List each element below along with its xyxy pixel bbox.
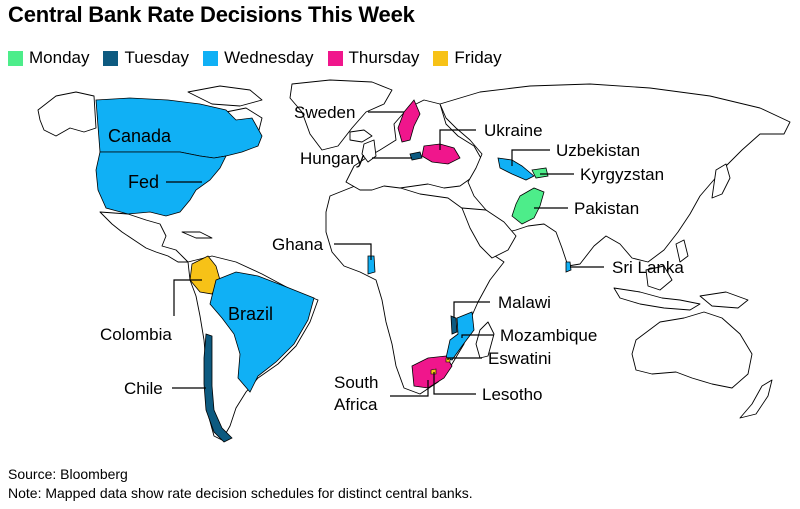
label-kyrgyzstan: Kyrgyzstan xyxy=(580,165,664,184)
philippines xyxy=(675,239,689,263)
region-ukraine xyxy=(421,143,461,165)
iceland xyxy=(349,129,373,143)
legend-item-monday: Monday xyxy=(8,48,89,68)
label-fed: Fed xyxy=(128,172,159,192)
label-colombia: Colombia xyxy=(100,325,172,344)
legend-item-thursday: Thursday xyxy=(327,48,420,68)
british-isles xyxy=(361,139,377,163)
legend-label-thursday: Thursday xyxy=(348,48,420,67)
chart-title: Central Bank Rate Decisions This Week xyxy=(8,2,415,27)
region-usa xyxy=(95,151,227,217)
region-pakistan xyxy=(511,187,545,225)
label-chile: Chile xyxy=(124,379,163,398)
label-sweden: Sweden xyxy=(294,103,355,122)
region-malawi xyxy=(450,315,458,335)
leader-lines xyxy=(166,111,604,397)
label-ukraine: Ukraine xyxy=(484,121,543,140)
legend-swatch-wednesday xyxy=(203,50,219,66)
label-south-africa-line1: South xyxy=(334,373,378,392)
madagascar xyxy=(475,321,495,359)
leader-ghana xyxy=(334,243,372,260)
new-guinea xyxy=(699,291,749,309)
legend-label-monday: Monday xyxy=(29,48,90,67)
region-uzbekistan xyxy=(497,157,535,181)
greenland xyxy=(289,79,393,151)
legend-swatch-friday xyxy=(433,50,449,66)
new-zealand xyxy=(739,379,773,419)
region-ghana xyxy=(367,255,376,275)
leader-colombia xyxy=(173,279,202,316)
label-ghana: Ghana xyxy=(272,235,324,254)
leader-ukraine xyxy=(439,129,476,150)
leader-uzbekistan xyxy=(511,149,550,166)
japan xyxy=(711,163,731,199)
region-brazil xyxy=(209,271,315,393)
label-lesotho: Lesotho xyxy=(482,385,543,404)
label-mozambique: Mozambique xyxy=(500,326,597,345)
world-map: Canada Fed Brazil Colombia Chile Sweden … xyxy=(37,79,791,443)
highlighted-countries xyxy=(95,97,572,443)
legend-swatch-thursday xyxy=(327,50,343,66)
label-canada: Canada xyxy=(108,126,172,146)
legend-item-wednesday: Wednesday xyxy=(203,48,314,68)
label-sri-lanka: Sri Lanka xyxy=(612,258,684,277)
europe xyxy=(345,99,483,191)
leader-south-africa xyxy=(390,380,429,397)
label-brazil: Brazil xyxy=(228,304,273,324)
arabian-peninsula xyxy=(461,207,517,259)
legend-label-wednesday: Wednesday xyxy=(224,48,314,67)
footer-source: Source: Bloomberg xyxy=(8,466,128,482)
alaska xyxy=(37,91,97,137)
region-sweden xyxy=(397,99,421,143)
cuba xyxy=(181,231,213,239)
region-mozambique xyxy=(445,311,475,361)
legend-swatch-monday xyxy=(8,50,23,66)
region-sri-lanka xyxy=(565,261,572,273)
region-kyrgyzstan xyxy=(531,167,549,179)
leader-mozambique xyxy=(461,334,494,338)
footer-note: Note: Mapped data show rate decision sch… xyxy=(8,485,473,501)
arctic-islands xyxy=(187,85,263,107)
label-pakistan: Pakistan xyxy=(574,199,639,218)
leader-eswatini xyxy=(447,357,482,360)
label-malawi: Malawi xyxy=(498,293,551,312)
legend: Monday Tuesday Wednesday Thursday Friday xyxy=(8,48,516,68)
legend-item-tuesday: Tuesday xyxy=(103,48,189,68)
legend-item-friday: Friday xyxy=(433,48,502,68)
region-lesotho xyxy=(430,368,437,375)
legend-label-friday: Friday xyxy=(454,48,502,67)
label-hungary: Hungary xyxy=(300,149,365,168)
australia xyxy=(631,311,753,389)
map-labels: Canada Fed Brazil Colombia Chile Sweden … xyxy=(100,103,684,414)
mexico-central-america xyxy=(99,211,189,263)
legend-swatch-tuesday xyxy=(103,50,119,66)
label-south-africa-line2: Africa xyxy=(334,395,378,414)
label-eswatini: Eswatini xyxy=(488,349,551,368)
borneo xyxy=(645,265,673,291)
region-chile xyxy=(203,333,233,443)
leader-lesotho xyxy=(433,372,476,395)
legend-label-tuesday: Tuesday xyxy=(124,48,190,67)
label-uzbekistan: Uzbekistan xyxy=(556,141,640,160)
leader-malawi xyxy=(453,301,490,318)
indonesia xyxy=(613,287,701,311)
